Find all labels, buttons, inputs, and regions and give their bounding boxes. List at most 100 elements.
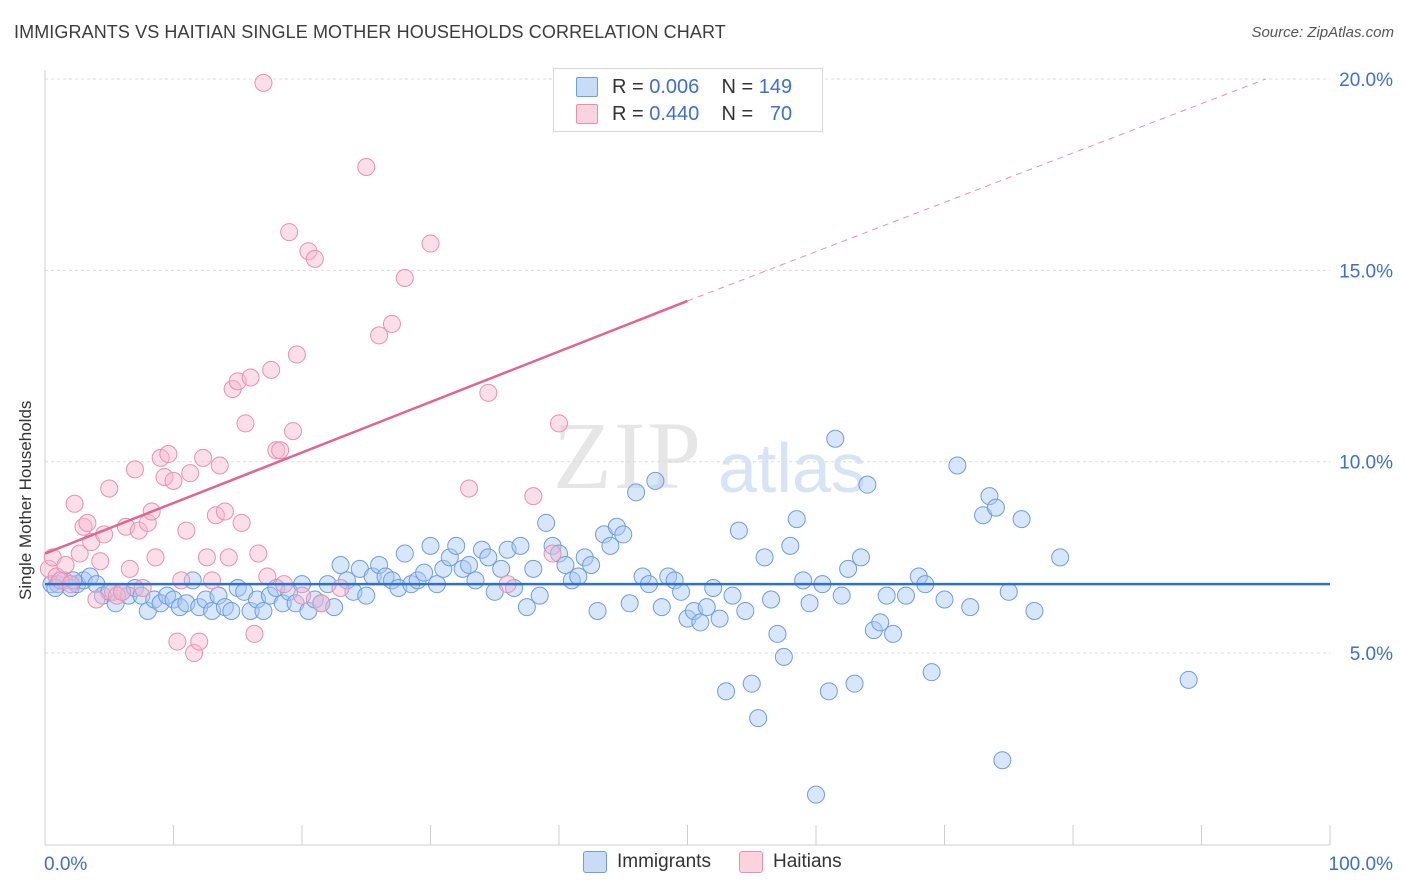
source-label: Source: ZipAtlas.com	[1251, 24, 1394, 41]
immigrants-point	[331, 556, 350, 575]
immigrants-point	[440, 548, 459, 567]
immigrants-point	[871, 613, 890, 632]
immigrants-point	[710, 609, 729, 628]
immigrants-point	[588, 601, 607, 620]
immigrants-point	[472, 540, 491, 559]
immigrants-point	[492, 559, 511, 578]
immigrants-point	[620, 594, 639, 613]
haitians-point	[87, 590, 106, 609]
immigrants-point	[858, 475, 877, 494]
legend-label-immigrants: Immigrants	[617, 851, 711, 872]
immigrants-point	[517, 598, 536, 617]
haitians-point	[129, 521, 148, 540]
immigrants-point	[370, 556, 389, 575]
haitians-point	[194, 448, 213, 467]
legend-r-label: R =	[612, 75, 644, 98]
immigrants-point	[736, 601, 755, 620]
immigrants-point	[704, 578, 723, 597]
y-tick-label: 15.0%	[1339, 261, 1393, 282]
haitians-point	[293, 586, 311, 605]
immigrants-point	[729, 521, 748, 540]
haitians-point	[370, 326, 389, 345]
immigrants-point	[961, 598, 980, 617]
haitians-point	[78, 513, 97, 532]
haitians-point	[172, 571, 191, 590]
immigrants-point	[807, 785, 825, 804]
haitians-point	[206, 506, 225, 525]
haitians-point	[267, 441, 286, 460]
immigrants-point	[479, 548, 498, 567]
haitians-point	[91, 552, 110, 571]
haitians-point	[210, 456, 229, 475]
haitians-point	[113, 582, 132, 601]
immigrants-point	[986, 498, 1005, 517]
haitians-point	[70, 544, 89, 563]
legend-label-haitians: Haitians	[772, 851, 842, 872]
immigrants-point	[524, 559, 543, 578]
haitians-point	[219, 548, 238, 567]
haitians-point	[65, 494, 84, 513]
immigrants-point	[832, 586, 851, 605]
legend-swatch-haitians	[738, 851, 763, 873]
haitians-point	[280, 223, 299, 242]
haitians-point	[245, 624, 264, 643]
legend-r-value: 0.006	[649, 75, 700, 98]
haitians-point	[357, 158, 376, 177]
immigrants-point	[999, 582, 1018, 601]
haitians-point	[331, 578, 350, 597]
haitians-trend-extension	[687, 78, 1266, 302]
immigrants-point	[254, 601, 273, 620]
immigrants-point	[273, 594, 292, 613]
immigrants-point	[697, 598, 716, 617]
immigrants-point	[614, 525, 633, 544]
haitians-point	[284, 422, 303, 441]
watermark-zip: ZIP	[553, 402, 703, 509]
y-tick-label: 10.0%	[1339, 453, 1393, 474]
legend-n-value: 70	[769, 102, 793, 125]
watermark-atlas: atlas	[718, 429, 866, 507]
immigrants-point	[819, 682, 838, 701]
haitians-point	[133, 578, 152, 597]
immigrants-point	[800, 594, 819, 613]
haitians-point	[299, 242, 318, 261]
immigrants-point	[447, 536, 466, 555]
immigrants-point	[415, 563, 434, 582]
immigrants-point	[556, 556, 575, 575]
immigrants-point	[864, 621, 883, 640]
immigrants-point	[884, 624, 903, 643]
immigrants-point	[755, 548, 774, 567]
haitians-point	[197, 548, 216, 567]
legend-item-haitians[interactable]: Haitians	[738, 851, 842, 873]
immigrants-point	[980, 487, 999, 506]
immigrants-point	[787, 510, 806, 529]
immigrants-point	[935, 590, 954, 609]
haitians-trend-line	[44, 299, 688, 555]
legend-item-immigrants[interactable]: Immigrants	[583, 851, 711, 873]
immigrants-point	[575, 548, 594, 567]
immigrants-point	[845, 674, 864, 693]
haitians-point	[100, 479, 119, 498]
haitians-point	[185, 644, 204, 663]
haitians-point	[382, 314, 401, 333]
immigrants-point	[922, 663, 941, 682]
haitians-point	[168, 632, 187, 651]
legend-r-label: R =	[612, 102, 644, 125]
immigrants-point	[434, 559, 453, 578]
immigrants-point	[717, 682, 736, 701]
legend-r-value: 0.440	[649, 102, 700, 125]
immigrants-point	[550, 544, 568, 563]
immigrants-point	[421, 536, 440, 555]
immigrants-point	[646, 471, 665, 490]
y-tick-label: 20.0%	[1339, 70, 1393, 91]
haitians-point	[305, 249, 324, 268]
correlation-legend: R = 0.006 N = 149 R = 0.440 N = 70	[553, 68, 823, 132]
legend-swatch-immigrants	[576, 77, 598, 97]
immigrants-point	[543, 536, 562, 555]
haitians-point	[164, 471, 183, 490]
immigrants-point	[466, 571, 485, 590]
haitians-point	[550, 414, 568, 433]
haitians-point	[56, 556, 75, 575]
chart-title: IMMIGRANTS VS HAITIAN SINGLE MOTHER HOUS…	[14, 22, 726, 42]
haitians-point	[203, 571, 222, 590]
y-tick-label: 5.0%	[1350, 644, 1393, 665]
